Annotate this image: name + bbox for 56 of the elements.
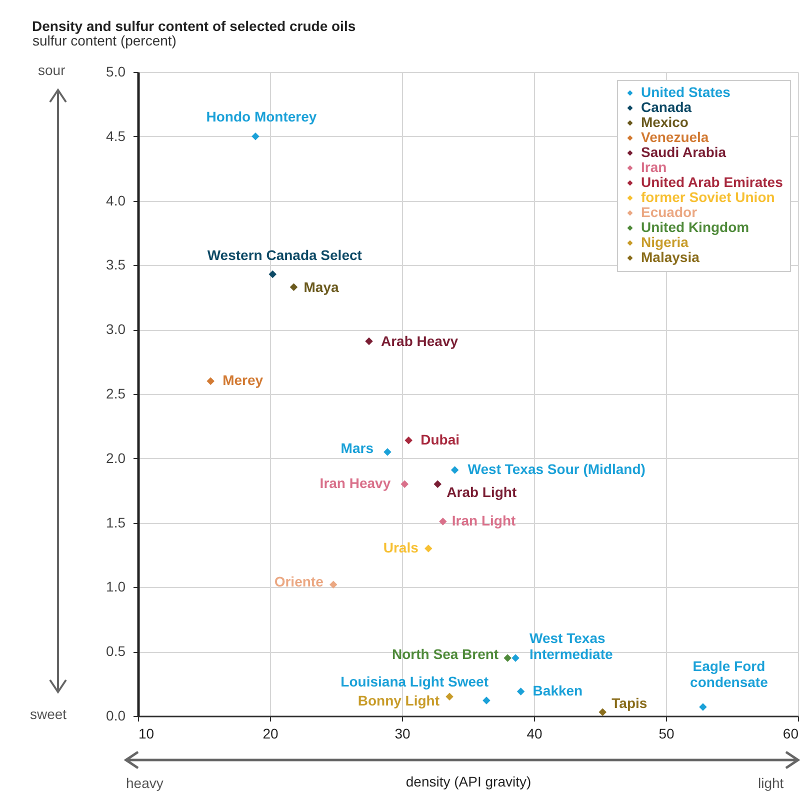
- annotation: Iran Light: [452, 512, 516, 529]
- y-tick-label: 3.5: [106, 256, 126, 273]
- legend-label: Malaysia: [641, 249, 700, 265]
- legend-label: Mexico: [641, 114, 688, 130]
- legend-label: Saudi Arabia: [641, 144, 726, 160]
- x-tick-label: 20: [262, 726, 278, 742]
- y-tick-label: 0.0: [106, 708, 126, 724]
- y-tick-label: 1.0: [106, 578, 126, 595]
- annotation: North Sea Brent: [392, 646, 499, 662]
- legend-label: Venezuela: [641, 129, 709, 145]
- legend-label: former Soviet Union: [641, 189, 775, 205]
- legend-label: Nigeria: [641, 234, 689, 250]
- annotation: Oriente: [274, 574, 324, 590]
- text: sour: [38, 62, 66, 78]
- annotation: Urals: [383, 540, 419, 556]
- annotation: Louisiana Light Sweet: [340, 674, 489, 690]
- x-tick-label: 60: [782, 726, 799, 742]
- annotation: Tapis: [612, 695, 648, 712]
- annotation: Maya: [304, 279, 339, 296]
- y-tick-label: 4.5: [106, 128, 126, 144]
- annotation: Bonny Light: [358, 692, 440, 709]
- x-tick-label: 50: [658, 726, 674, 742]
- y-tick-label: 5.0: [106, 64, 126, 80]
- y-tick-label: 1.5: [106, 514, 126, 530]
- text: heavy: [126, 775, 164, 791]
- annotation: Eagle Ford condensate: [690, 658, 768, 690]
- annotation: West Texas Intermediate: [530, 630, 613, 662]
- y-tick-label: 2.5: [106, 386, 126, 402]
- annotation: Western Canada Select: [207, 247, 362, 264]
- legend-label: Iran: [641, 159, 667, 175]
- legend-label: United States: [641, 84, 731, 100]
- y-tick-label: 2.0: [106, 450, 126, 466]
- annotation: Mars: [340, 440, 374, 456]
- annotation: Hondo Monterey: [206, 108, 317, 124]
- y-axis-title: sulfur content (percent): [32, 32, 176, 48]
- annotation: Merey: [222, 372, 264, 388]
- annotation: Arab Heavy: [381, 333, 458, 350]
- annotation: Bakken: [532, 682, 583, 699]
- x-tick-label: 10: [138, 726, 154, 742]
- chart-title: Density and sulfur content of selected crude oils: [32, 18, 356, 34]
- legend-label: United Arab Emirates: [641, 174, 784, 190]
- legend-label: United Kingdom: [641, 219, 750, 235]
- y-tick-label: 4.0: [106, 192, 126, 208]
- annotation: Iran Heavy: [320, 475, 391, 492]
- x-tick-label: 30: [394, 726, 410, 742]
- annotation: West Texas Sour (Midland): [468, 460, 646, 477]
- y-tick-label: 3.0: [106, 321, 126, 338]
- x-tick-label: 40: [526, 726, 542, 742]
- y-tick-label: 0.5: [106, 643, 126, 660]
- text: sweet: [30, 706, 67, 722]
- legend-label: Ecuador: [641, 204, 698, 220]
- annotation: Arab Light: [446, 484, 517, 500]
- legend-label: Canada: [641, 99, 692, 115]
- annotation: Dubai: [420, 431, 460, 448]
- x-axis-title: density (API gravity): [406, 774, 532, 790]
- text: light: [758, 775, 784, 791]
